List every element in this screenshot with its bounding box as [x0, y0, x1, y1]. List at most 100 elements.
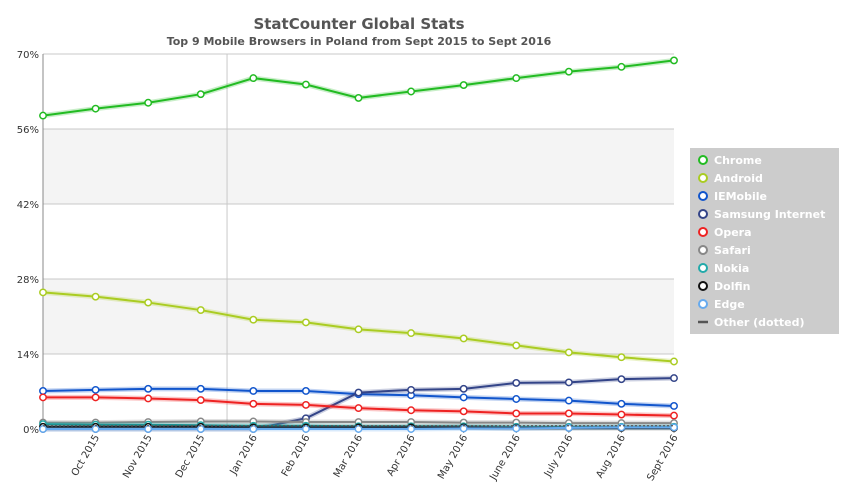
x-tick-label: Sept 2016	[645, 433, 680, 483]
x-tick-label: Nov 2015	[121, 433, 155, 480]
data-point	[407, 87, 416, 96]
plot-bands	[43, 54, 674, 429]
data-point	[407, 385, 416, 394]
data-point	[512, 378, 521, 387]
data-point	[39, 425, 47, 433]
plot-band	[43, 204, 674, 279]
data-point	[617, 375, 626, 384]
data-point	[91, 104, 100, 113]
series-opera	[39, 393, 678, 420]
data-point	[301, 425, 310, 433]
data-point	[354, 404, 363, 413]
data-point	[459, 393, 468, 402]
data-point	[564, 348, 573, 357]
x-tick-label: Apr 2016	[385, 433, 417, 478]
data-point	[196, 384, 205, 393]
legend-item: Chrome	[698, 154, 762, 167]
data-point	[564, 396, 573, 405]
data-point	[670, 357, 678, 366]
series-chrome	[39, 56, 678, 120]
legend-item: IEMobile	[698, 190, 767, 203]
data-point	[617, 410, 626, 419]
x-tick-label: Jan 2016	[228, 433, 260, 478]
x-tick-label: Feb 2016	[280, 433, 313, 479]
data-point	[564, 67, 573, 76]
legend-marker	[698, 281, 708, 291]
legend-item: Opera	[698, 226, 752, 239]
legend-item: Samsung Internet	[698, 208, 825, 221]
data-point	[354, 388, 363, 397]
data-point	[670, 423, 678, 432]
data-point	[249, 315, 258, 324]
data-point	[512, 395, 521, 403]
legend-marker	[698, 173, 708, 183]
data-point	[249, 399, 258, 408]
data-point	[301, 318, 310, 327]
data-point	[564, 409, 573, 418]
data-point	[670, 411, 678, 420]
legend-label: Chrome	[714, 154, 762, 167]
legend-marker	[698, 299, 708, 309]
data-point	[407, 425, 416, 433]
data-point	[617, 353, 626, 362]
data-point	[459, 384, 468, 393]
x-tick-label: Dec 2015	[174, 433, 208, 480]
data-point	[39, 393, 47, 402]
data-point	[144, 98, 153, 107]
data-point	[144, 384, 153, 393]
data-point	[670, 56, 678, 65]
series-layer	[39, 56, 678, 433]
data-point	[144, 425, 153, 433]
legend-label: Other (dotted)	[714, 316, 805, 329]
legend-label: Dolfin	[714, 280, 750, 293]
y-tick-label: 0%	[23, 425, 39, 436]
data-point	[301, 387, 310, 395]
legend-item: Edge	[698, 298, 745, 311]
plot-band	[43, 129, 674, 204]
data-point	[39, 288, 47, 297]
legend-label: Nokia	[714, 262, 749, 275]
legend-item: Nokia	[698, 262, 749, 275]
data-point	[354, 425, 363, 433]
x-tick-label: Oct 2015	[70, 433, 102, 478]
x-tick-label: May 2016	[436, 433, 470, 481]
data-point	[512, 409, 521, 418]
legend-item: Dolfin	[698, 280, 750, 293]
data-point	[354, 93, 363, 102]
legend-label: Opera	[714, 226, 752, 239]
data-point	[512, 74, 521, 83]
data-point	[459, 81, 468, 90]
legend-marker	[698, 245, 708, 255]
data-point	[196, 306, 205, 315]
legend-item: Android	[698, 172, 763, 185]
data-point	[512, 341, 521, 350]
data-point	[249, 425, 258, 433]
legend-marker	[698, 227, 708, 237]
data-point	[249, 387, 258, 395]
data-point	[39, 387, 47, 395]
data-point	[91, 393, 100, 402]
plot-band	[43, 279, 674, 354]
series-android	[39, 288, 678, 366]
data-point	[617, 62, 626, 71]
x-tick-label: Mar 2016	[332, 433, 365, 480]
legend-label: Samsung Internet	[714, 208, 825, 221]
data-point	[301, 400, 310, 409]
x-tick-label: Aug 2016	[594, 433, 628, 480]
data-point	[91, 292, 100, 301]
data-point	[196, 425, 205, 433]
legend-label: Android	[714, 172, 763, 185]
legend-marker	[698, 191, 708, 201]
legend-label: Safari	[714, 244, 751, 257]
data-point	[249, 74, 258, 83]
data-point	[407, 406, 416, 415]
legend-box	[690, 148, 839, 334]
plot-band	[43, 54, 674, 129]
data-point	[670, 402, 678, 410]
y-axis: 0% 14% 28% 42% 56% 70%	[17, 50, 39, 436]
data-point	[459, 407, 468, 416]
legend-label: IEMobile	[714, 190, 767, 203]
data-point	[196, 396, 205, 405]
